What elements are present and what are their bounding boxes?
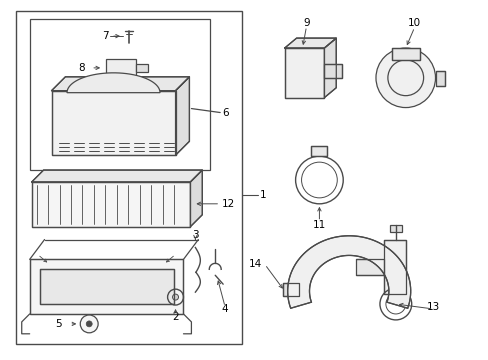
Circle shape bbox=[172, 294, 178, 300]
Circle shape bbox=[80, 315, 98, 333]
Polygon shape bbox=[311, 146, 326, 156]
Polygon shape bbox=[40, 269, 173, 304]
Text: 10: 10 bbox=[407, 18, 420, 28]
Polygon shape bbox=[51, 91, 175, 155]
Text: 6: 6 bbox=[222, 108, 228, 117]
Text: 3: 3 bbox=[192, 230, 198, 239]
Polygon shape bbox=[324, 38, 336, 98]
Text: 9: 9 bbox=[303, 18, 309, 28]
Polygon shape bbox=[355, 260, 383, 275]
Text: 11: 11 bbox=[312, 220, 325, 230]
Polygon shape bbox=[175, 77, 189, 155]
Polygon shape bbox=[106, 59, 136, 77]
Bar bbox=[30, 19, 210, 170]
Polygon shape bbox=[391, 48, 419, 60]
Polygon shape bbox=[383, 239, 405, 294]
Circle shape bbox=[375, 48, 435, 108]
Text: 12: 12 bbox=[222, 199, 235, 209]
Polygon shape bbox=[284, 48, 324, 98]
Polygon shape bbox=[190, 170, 202, 227]
Text: 1: 1 bbox=[259, 190, 266, 200]
Polygon shape bbox=[67, 73, 160, 93]
Polygon shape bbox=[435, 71, 445, 86]
Text: 5: 5 bbox=[55, 319, 61, 329]
Circle shape bbox=[86, 321, 92, 327]
Polygon shape bbox=[116, 77, 126, 89]
Polygon shape bbox=[389, 225, 401, 231]
Polygon shape bbox=[32, 182, 190, 227]
Polygon shape bbox=[324, 64, 342, 78]
Text: 2: 2 bbox=[172, 312, 179, 322]
Bar bbox=[16, 11, 242, 344]
Polygon shape bbox=[136, 64, 147, 72]
Polygon shape bbox=[284, 38, 336, 48]
Polygon shape bbox=[51, 77, 189, 91]
Text: 8: 8 bbox=[79, 63, 85, 73]
Text: 7: 7 bbox=[102, 31, 109, 41]
Polygon shape bbox=[287, 236, 410, 308]
Polygon shape bbox=[30, 260, 183, 314]
Text: 4: 4 bbox=[222, 304, 228, 314]
Polygon shape bbox=[282, 283, 298, 296]
Text: 13: 13 bbox=[426, 302, 439, 312]
Polygon shape bbox=[32, 170, 202, 182]
Text: 14: 14 bbox=[248, 259, 262, 269]
